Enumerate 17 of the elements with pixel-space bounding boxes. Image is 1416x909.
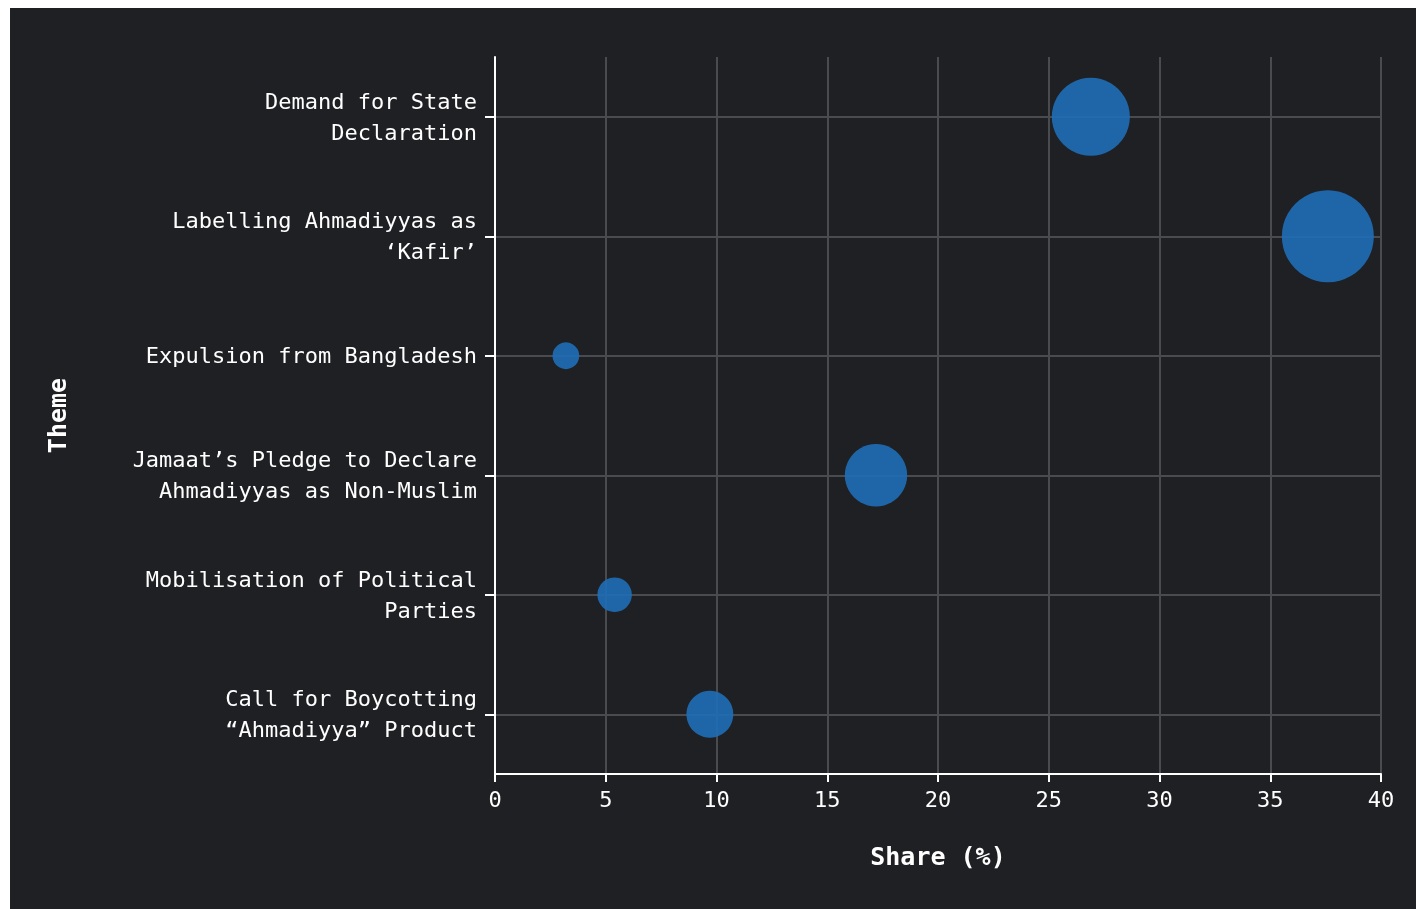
- y-tick-label: Call for Boycotting “Ahmadiyya” Product: [225, 686, 477, 743]
- y-tick-label: Expulsion from Bangladesh: [145, 343, 477, 369]
- x-tick-label: 10: [703, 786, 730, 812]
- x-tick-label: 5: [599, 786, 613, 812]
- x-tick-label: 20: [924, 786, 952, 812]
- y-tick-label: Demand for State Declaration: [265, 88, 477, 145]
- y-axis-title: Theme: [43, 377, 72, 454]
- y-tick-label: Labelling Ahmadiyyas as ‘Kafir’: [172, 208, 477, 265]
- x-tick-label: 30: [1146, 786, 1173, 812]
- y-tick-label: Jamaat’s Pledge to Declare Ahmadiyyas as Non-Muslim: [132, 447, 477, 504]
- x-axis-title: Share (%): [870, 842, 1006, 871]
- y-tick-label: Mobilisation of Political Parties: [145, 566, 477, 623]
- x-tick-label: 40: [1367, 786, 1395, 812]
- x-tick-label: 15: [814, 786, 841, 812]
- x-tick-label: 25: [1035, 786, 1062, 812]
- x-tick-label: 35: [1257, 786, 1284, 812]
- x-tick-label: 0: [488, 786, 502, 812]
